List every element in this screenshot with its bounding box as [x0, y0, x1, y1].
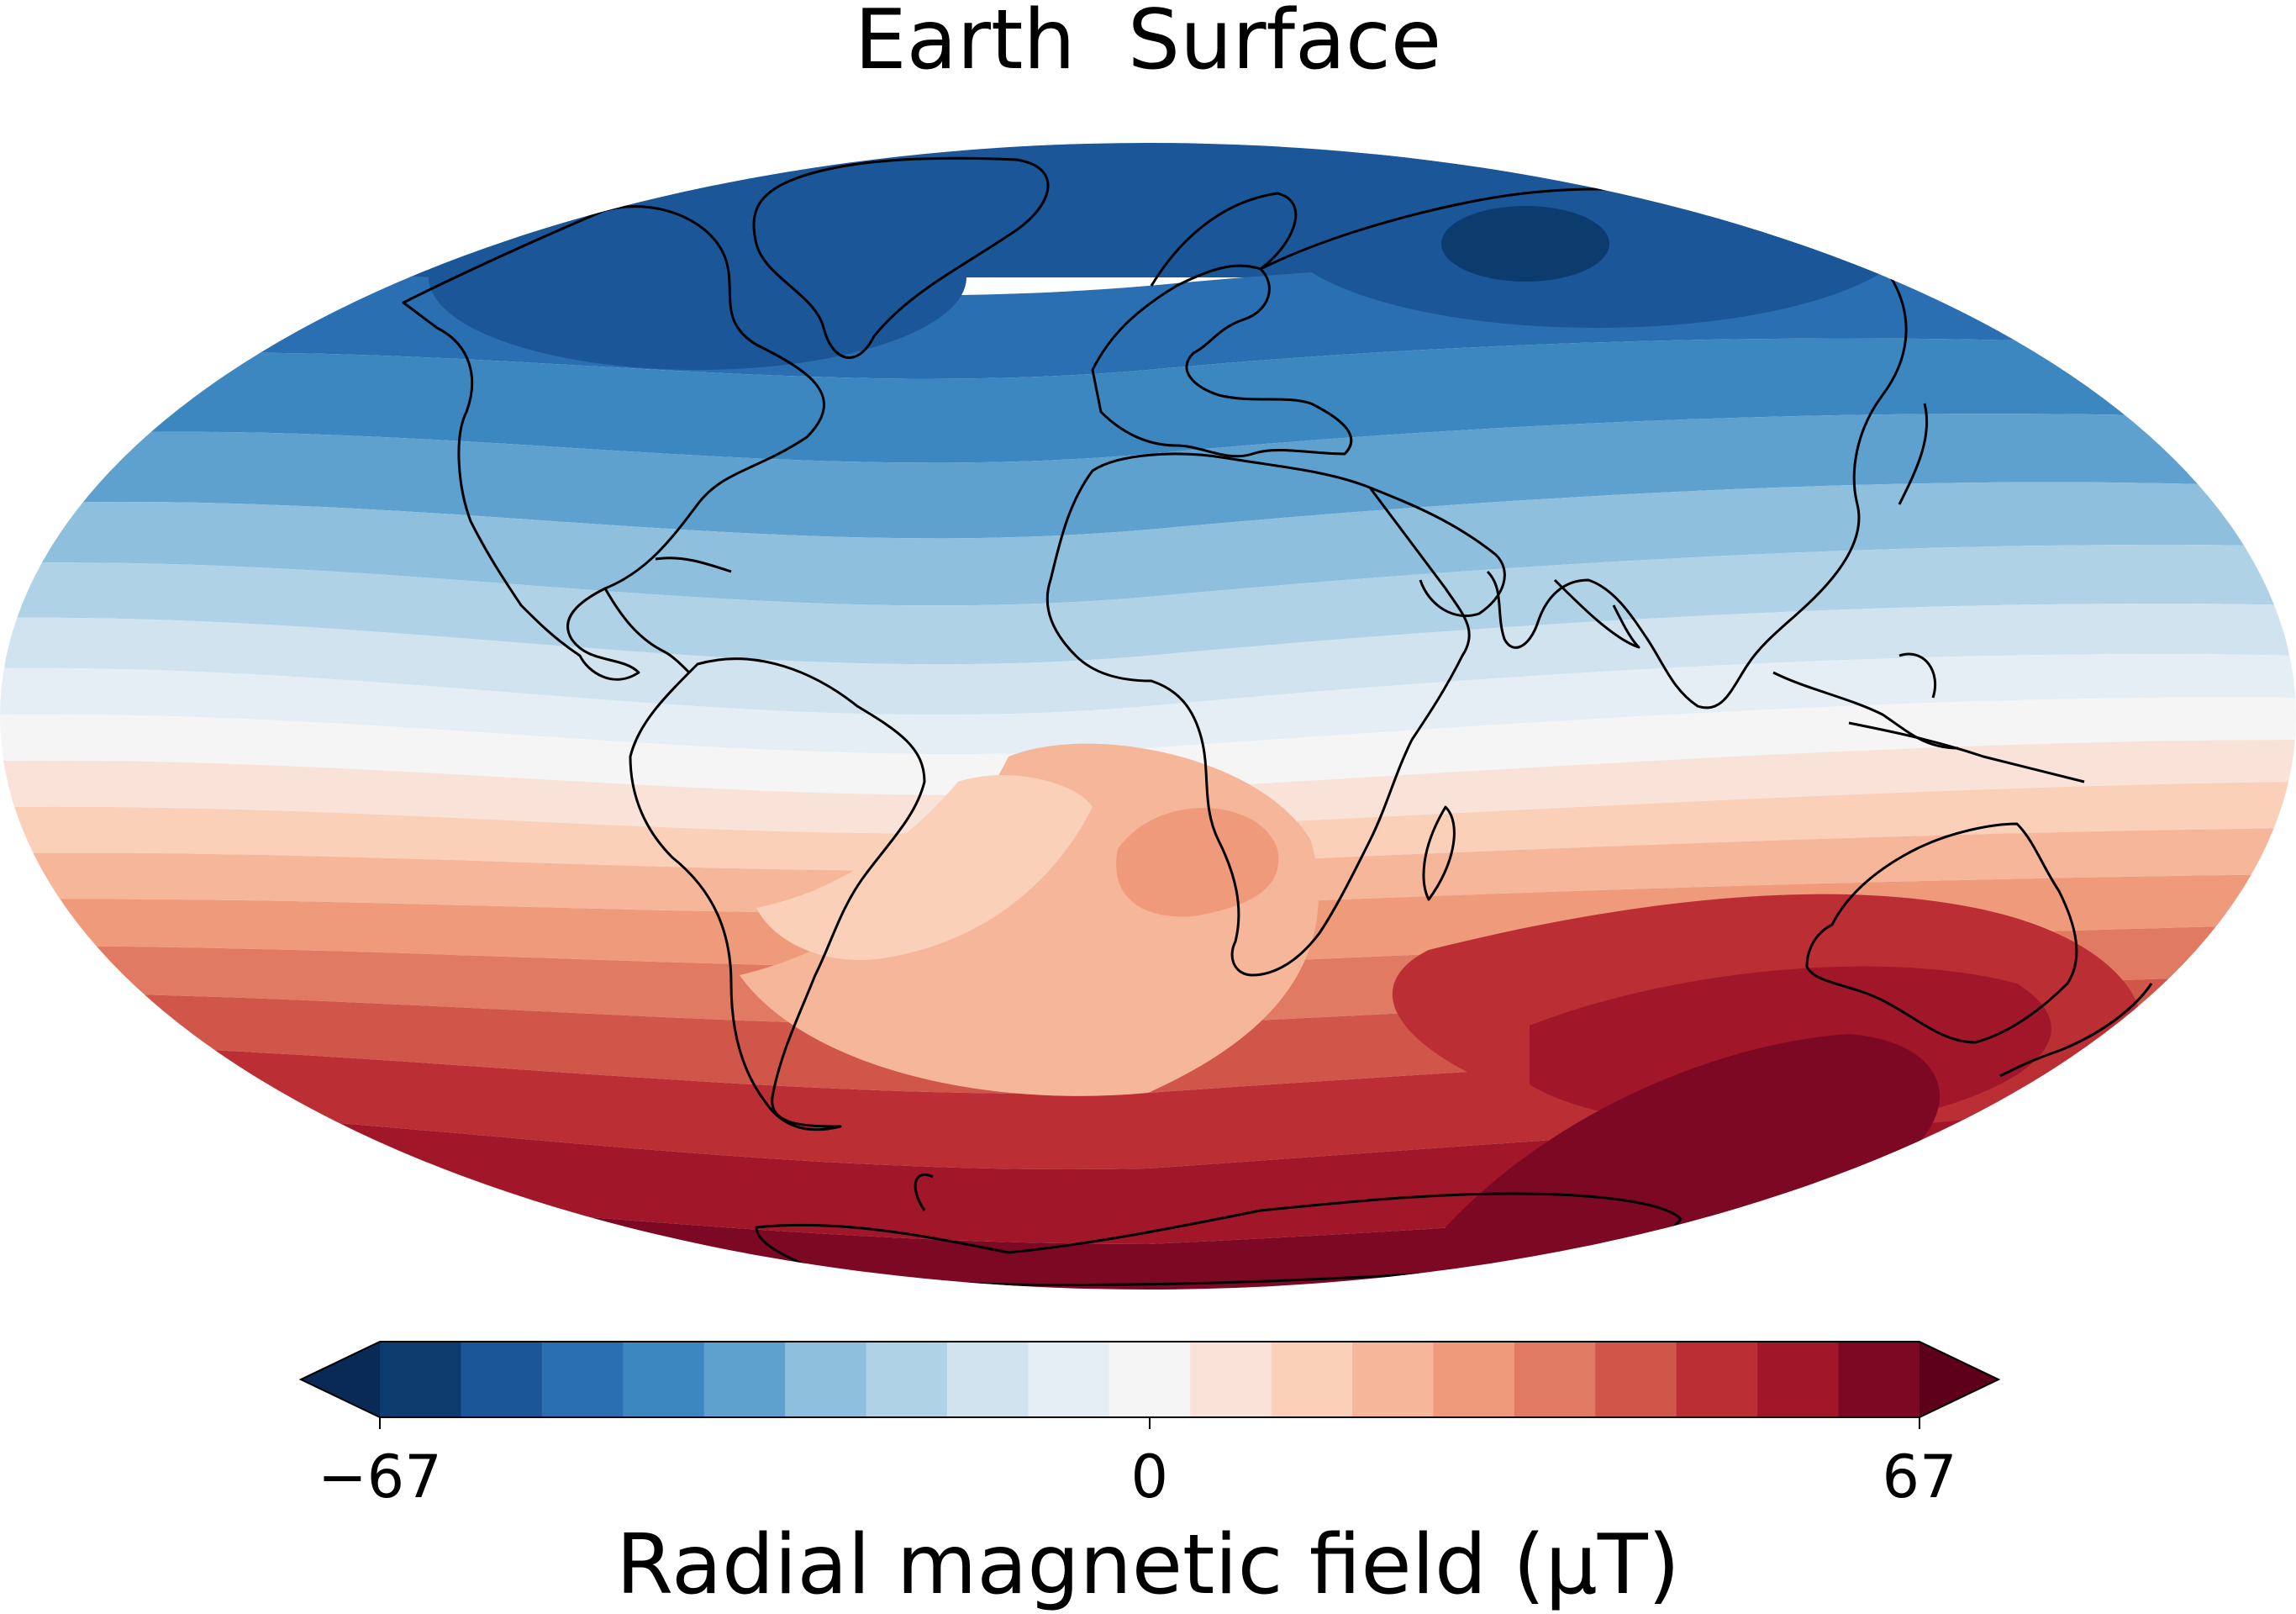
- colorbar-extend-min: [301, 1342, 380, 1417]
- colorbar-level: [1271, 1342, 1353, 1417]
- colorbar-level: [866, 1342, 948, 1417]
- colorbar-level: [946, 1342, 1029, 1417]
- colorbar-level: [1190, 1342, 1272, 1417]
- colorbar-level: [1757, 1342, 1840, 1417]
- colorbar-label: Radial magnetic field (μT): [616, 1517, 1680, 1613]
- colorbar-level: [1676, 1342, 1758, 1417]
- colorbar-level: [1028, 1342, 1110, 1417]
- colorbar-level: [1514, 1342, 1596, 1417]
- colorbar-level: [1595, 1342, 1677, 1417]
- colorbar-level: [703, 1342, 786, 1417]
- colorbar: [298, 1341, 2001, 1429]
- colorbar-level: [541, 1342, 624, 1417]
- colorbar-level: [380, 1342, 461, 1417]
- colorbar-tick-label: 67: [1882, 1443, 1957, 1511]
- map-title: Earth Surface: [854, 0, 1442, 88]
- colorbar-level: [1838, 1342, 1920, 1417]
- colorbar-level: [461, 1342, 543, 1417]
- colorbar-level: [1109, 1342, 1191, 1417]
- colorbar-level: [1433, 1342, 1515, 1417]
- colorbar-extend-max: [1919, 1342, 1998, 1417]
- colorbar-tick-label: −67: [318, 1443, 442, 1511]
- colorbar-level: [785, 1342, 867, 1417]
- colorbar-level: [623, 1342, 705, 1417]
- colorbar-level: [1352, 1342, 1434, 1417]
- colorbar-tick-label: 0: [1130, 1443, 1169, 1511]
